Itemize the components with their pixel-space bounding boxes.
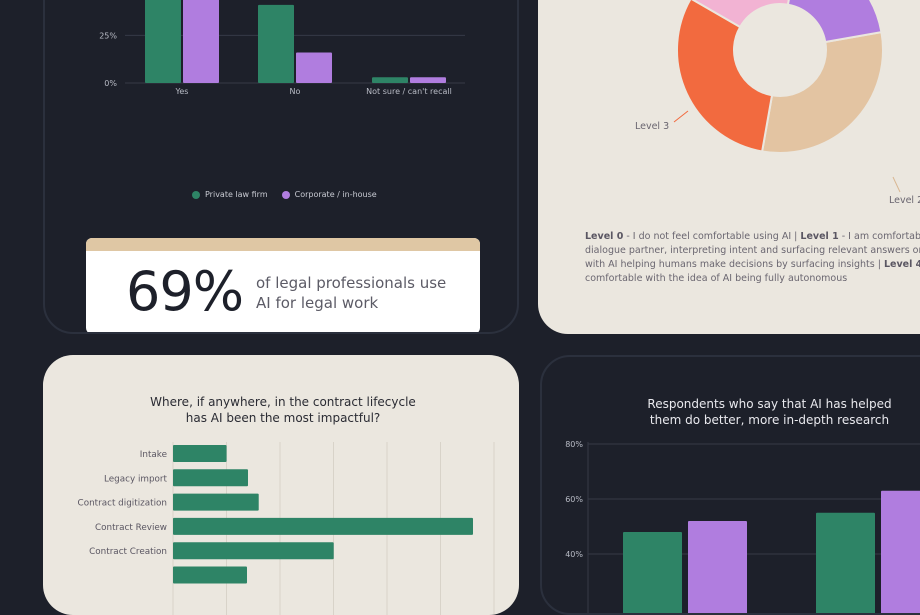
bar [623,532,682,613]
stat-callout: 69% of legal professionals use AI for le… [86,238,480,332]
y-tick-label: Legacy import [104,474,168,484]
donut-slice [786,0,883,44]
stat-accent-bar [86,238,480,251]
bar [173,493,259,511]
y-tick-label: 80% [565,440,583,449]
chart-title: Respondents who say that AI has helped t… [647,397,892,427]
stat-number: 69% [126,260,244,323]
legend-swatch [192,190,200,199]
donut-chart-comfort-levels: Level 3 Level 2 [635,0,920,206]
level-1-text: - I am comfortable using AI as a dialogu… [585,231,920,270]
legend-swatch [281,190,290,199]
bar [258,4,294,83]
bar [410,77,446,83]
bar [145,0,181,83]
slice-label: Level 3 [635,121,669,132]
bar [372,77,408,83]
y-tick-label: 25% [99,31,117,40]
level-0-label: Level 0 [585,231,624,242]
chart-title: Where, if anywhere, in the contract life… [150,395,416,425]
bar [173,469,248,487]
level-0-text: - I do not feel comfortable using AI | [623,231,801,242]
donut-slice [691,0,790,29]
y-tick-label: 40% [565,550,583,559]
chart-card-research: Respondents who say that AI has helped t… [540,355,920,615]
level-4-label: Level 4 [883,259,920,270]
bar [173,566,247,584]
y-tick-label: Intake [140,450,167,460]
bar [881,490,920,613]
y-tick-label: Contract Creation [89,547,167,557]
bar [183,0,219,83]
x-tick-label: No [290,87,301,96]
slice-label: Level 2 [889,195,920,206]
leader-line [892,176,901,193]
y-tick-label: 0% [104,79,117,88]
donut-slice [676,0,774,153]
levels-legend-text: Level 0 - I do not feel comfortable usin… [585,230,920,286]
bar [296,52,332,83]
legend-item-private-law-firm: Private law firm [192,190,268,199]
bar [173,445,227,462]
legend-item-corporate-in-house: Corporate / in-house [281,190,377,199]
bar [816,512,875,613]
stat-description: of legal professionals use AI for legal … [256,274,447,312]
level-1-label: Level 1 [800,231,839,242]
y-tick-label: Contract digitization [78,499,167,509]
chart-legend: Private law firm Corporate / in-house [192,190,377,199]
chart-card-contract-lifecycle: Where, if anywhere, in the contract life… [43,355,519,615]
level-4-text: - I am comfortable with the idea of AI b… [585,273,848,284]
y-tick-label: 60% [565,495,583,504]
x-tick-label: Not sure / can't recall [366,87,452,96]
bar [173,542,334,560]
donut-hole [736,6,824,94]
donut-slice [760,30,884,154]
grouped-bar-chart-research: 40% 60% 80% [565,440,920,613]
bar [173,517,473,535]
x-tick-label: Yes [175,87,189,96]
leader-line [673,110,689,123]
chart-card-comfort-levels: Level 3 Level 2 Level 0 - I do not feel c… [538,0,920,334]
legend-label: Corporate / in-house [294,190,377,199]
y-tick-label: Contract Review [95,523,167,533]
bar [688,521,747,613]
horizontal-bar-chart-lifecycle: Intake Legacy import Contract digitization… [78,442,495,615]
legend-label: Private law firm [205,190,268,199]
